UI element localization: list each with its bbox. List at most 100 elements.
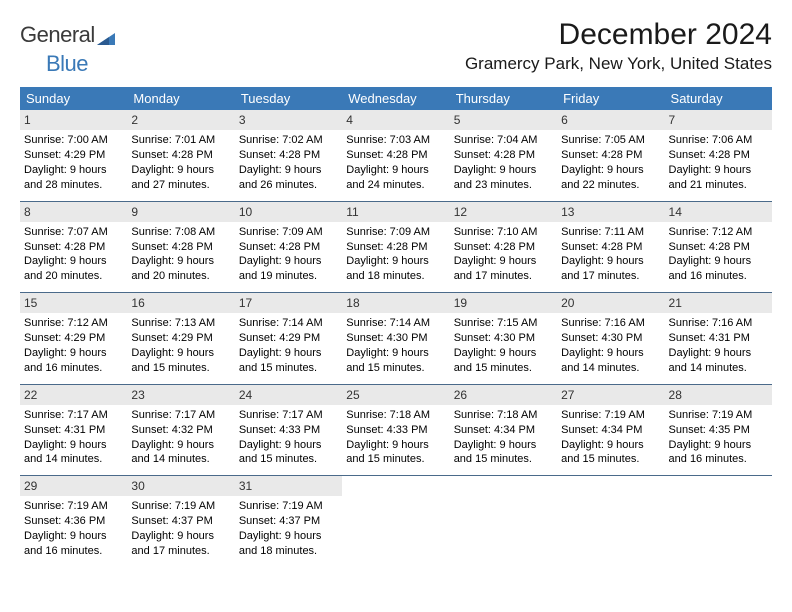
day-number: 25 — [342, 385, 449, 405]
sunset-line: Sunset: 4:28 PM — [561, 240, 660, 255]
day-cell: 13Sunrise: 7:11 AMSunset: 4:28 PMDayligh… — [557, 202, 664, 293]
daylight-line1: Daylight: 9 hours — [346, 254, 445, 269]
day-cell: 19Sunrise: 7:15 AMSunset: 4:30 PMDayligh… — [450, 293, 557, 384]
sunset-line: Sunset: 4:31 PM — [24, 423, 123, 438]
sunrise-line: Sunrise: 7:10 AM — [454, 225, 553, 240]
sunrise-line: Sunrise: 7:08 AM — [131, 225, 230, 240]
sunset-line: Sunset: 4:31 PM — [669, 331, 768, 346]
sunset-line: Sunset: 4:28 PM — [669, 148, 768, 163]
daylight-line2: and 14 minutes. — [24, 452, 123, 467]
week-row: 15Sunrise: 7:12 AMSunset: 4:29 PMDayligh… — [20, 292, 772, 384]
daylight-line2: and 28 minutes. — [24, 178, 123, 193]
day-number: 22 — [20, 385, 127, 405]
day-cell: 21Sunrise: 7:16 AMSunset: 4:31 PMDayligh… — [665, 293, 772, 384]
day-header: Wednesday — [342, 87, 449, 110]
sunset-line: Sunset: 4:29 PM — [131, 331, 230, 346]
sunset-line: Sunset: 4:30 PM — [346, 331, 445, 346]
daylight-line1: Daylight: 9 hours — [669, 254, 768, 269]
day-number: 31 — [235, 476, 342, 496]
daylight-line2: and 15 minutes. — [561, 452, 660, 467]
daylight-line1: Daylight: 9 hours — [131, 346, 230, 361]
logo-part2: Blue — [46, 51, 88, 76]
calendar-grid: SundayMondayTuesdayWednesdayThursdayFrid… — [20, 87, 772, 567]
week-row: 22Sunrise: 7:17 AMSunset: 4:31 PMDayligh… — [20, 384, 772, 476]
day-number: 19 — [450, 293, 557, 313]
sunrise-line: Sunrise: 7:19 AM — [24, 499, 123, 514]
sunrise-line: Sunrise: 7:19 AM — [561, 408, 660, 423]
sunrise-line: Sunrise: 7:19 AM — [669, 408, 768, 423]
day-cell: 8Sunrise: 7:07 AMSunset: 4:28 PMDaylight… — [20, 202, 127, 293]
day-cell: 30Sunrise: 7:19 AMSunset: 4:37 PMDayligh… — [127, 476, 234, 567]
day-number: 8 — [20, 202, 127, 222]
sunset-line: Sunset: 4:37 PM — [131, 514, 230, 529]
location-label: Gramercy Park, New York, United States — [465, 54, 772, 74]
day-number: 23 — [127, 385, 234, 405]
day-number: 20 — [557, 293, 664, 313]
sunset-line: Sunset: 4:35 PM — [669, 423, 768, 438]
daylight-line1: Daylight: 9 hours — [24, 346, 123, 361]
sunrise-line: Sunrise: 7:00 AM — [24, 133, 123, 148]
sunset-line: Sunset: 4:34 PM — [561, 423, 660, 438]
daylight-line1: Daylight: 9 hours — [561, 438, 660, 453]
sunrise-line: Sunrise: 7:17 AM — [239, 408, 338, 423]
daylight-line2: and 16 minutes. — [24, 361, 123, 376]
day-cell: 20Sunrise: 7:16 AMSunset: 4:30 PMDayligh… — [557, 293, 664, 384]
day-number: 29 — [20, 476, 127, 496]
day-header: Saturday — [665, 87, 772, 110]
day-cell: 2Sunrise: 7:01 AMSunset: 4:28 PMDaylight… — [127, 110, 234, 201]
sunrise-line: Sunrise: 7:05 AM — [561, 133, 660, 148]
day-cell: 16Sunrise: 7:13 AMSunset: 4:29 PMDayligh… — [127, 293, 234, 384]
page-header: General Blue December 2024 Gramercy Park… — [20, 18, 772, 77]
sunset-line: Sunset: 4:36 PM — [24, 514, 123, 529]
daylight-line2: and 18 minutes. — [239, 544, 338, 559]
daylight-line2: and 16 minutes. — [669, 269, 768, 284]
day-cell: 5Sunrise: 7:04 AMSunset: 4:28 PMDaylight… — [450, 110, 557, 201]
daylight-line2: and 23 minutes. — [454, 178, 553, 193]
sunset-line: Sunset: 4:28 PM — [669, 240, 768, 255]
daylight-line2: and 15 minutes. — [346, 452, 445, 467]
daylight-line2: and 15 minutes. — [239, 361, 338, 376]
daylight-line1: Daylight: 9 hours — [669, 438, 768, 453]
day-cell: 4Sunrise: 7:03 AMSunset: 4:28 PMDaylight… — [342, 110, 449, 201]
sunset-line: Sunset: 4:28 PM — [131, 148, 230, 163]
sunrise-line: Sunrise: 7:18 AM — [346, 408, 445, 423]
daylight-line2: and 26 minutes. — [239, 178, 338, 193]
daylight-line1: Daylight: 9 hours — [346, 346, 445, 361]
day-cell: 31Sunrise: 7:19 AMSunset: 4:37 PMDayligh… — [235, 476, 342, 567]
day-number: 2 — [127, 110, 234, 130]
daylight-line1: Daylight: 9 hours — [454, 438, 553, 453]
empty-cell — [557, 476, 664, 567]
day-cell: 26Sunrise: 7:18 AMSunset: 4:34 PMDayligh… — [450, 385, 557, 476]
day-cell: 7Sunrise: 7:06 AMSunset: 4:28 PMDaylight… — [665, 110, 772, 201]
daylight-line1: Daylight: 9 hours — [346, 438, 445, 453]
month-title: December 2024 — [465, 18, 772, 52]
daylight-line2: and 15 minutes. — [346, 361, 445, 376]
daylight-line1: Daylight: 9 hours — [24, 529, 123, 544]
sunset-line: Sunset: 4:28 PM — [346, 148, 445, 163]
day-cell: 15Sunrise: 7:12 AMSunset: 4:29 PMDayligh… — [20, 293, 127, 384]
daylight-line1: Daylight: 9 hours — [454, 346, 553, 361]
daylight-line2: and 24 minutes. — [346, 178, 445, 193]
daylight-line1: Daylight: 9 hours — [239, 163, 338, 178]
sunset-line: Sunset: 4:28 PM — [561, 148, 660, 163]
daylight-line1: Daylight: 9 hours — [131, 163, 230, 178]
daylight-line1: Daylight: 9 hours — [131, 529, 230, 544]
sunrise-line: Sunrise: 7:12 AM — [669, 225, 768, 240]
day-number: 17 — [235, 293, 342, 313]
day-header: Thursday — [450, 87, 557, 110]
sunrise-line: Sunrise: 7:09 AM — [346, 225, 445, 240]
day-number: 9 — [127, 202, 234, 222]
daylight-line1: Daylight: 9 hours — [346, 163, 445, 178]
sunrise-line: Sunrise: 7:03 AM — [346, 133, 445, 148]
day-number: 12 — [450, 202, 557, 222]
daylight-line2: and 22 minutes. — [561, 178, 660, 193]
daylight-line1: Daylight: 9 hours — [131, 438, 230, 453]
daylight-line1: Daylight: 9 hours — [561, 346, 660, 361]
daylight-line1: Daylight: 9 hours — [669, 346, 768, 361]
day-cell: 25Sunrise: 7:18 AMSunset: 4:33 PMDayligh… — [342, 385, 449, 476]
sunrise-line: Sunrise: 7:06 AM — [669, 133, 768, 148]
day-number: 21 — [665, 293, 772, 313]
day-number: 7 — [665, 110, 772, 130]
sunrise-line: Sunrise: 7:17 AM — [24, 408, 123, 423]
logo-triangle-icon — [97, 25, 115, 51]
